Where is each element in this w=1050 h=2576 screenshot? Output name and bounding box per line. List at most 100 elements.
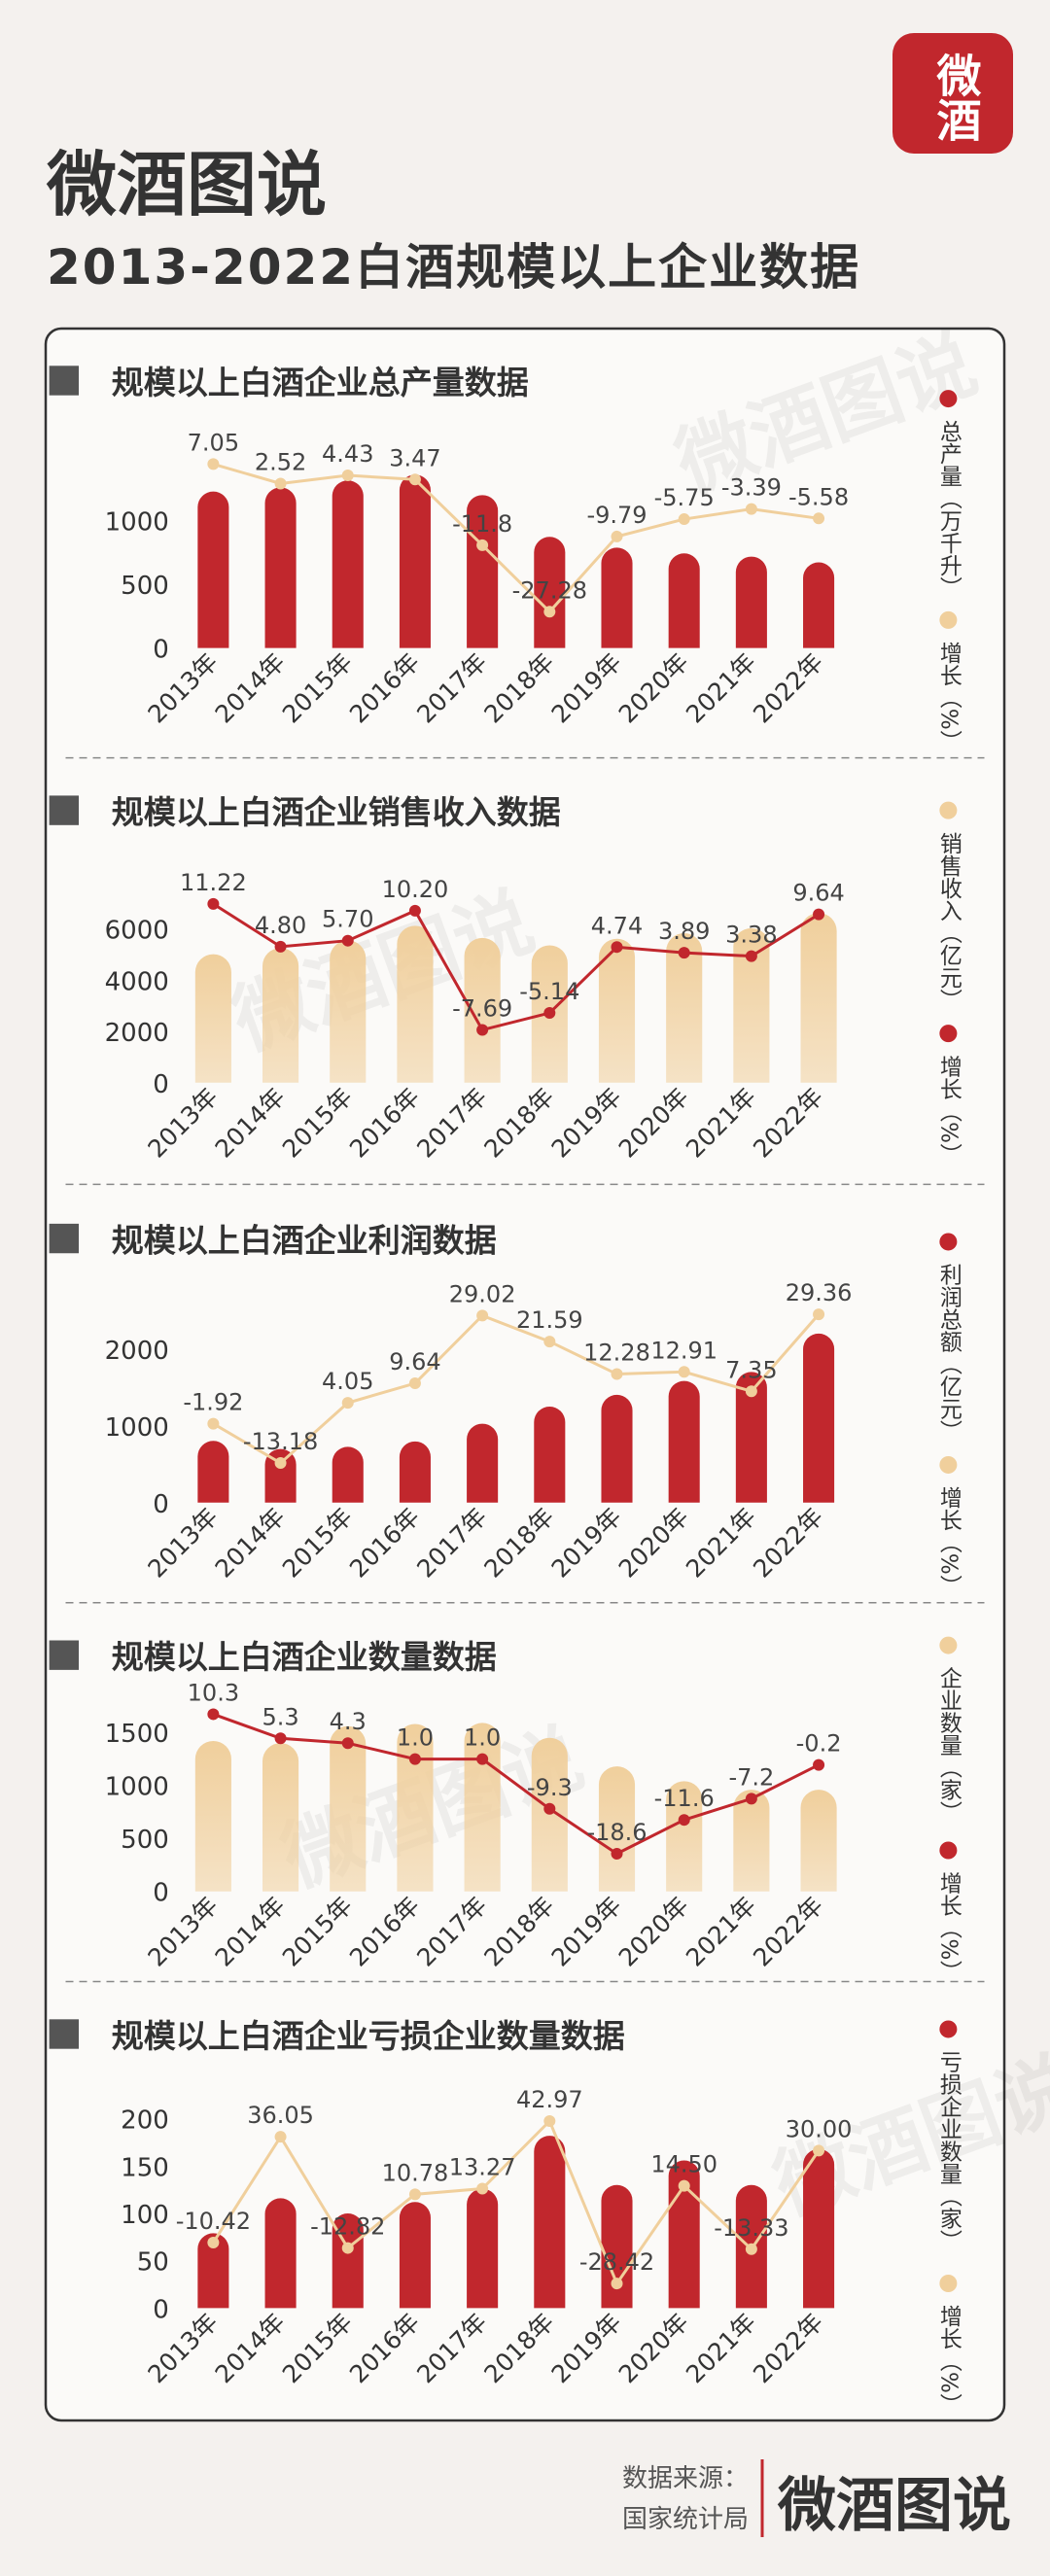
bar (330, 1725, 367, 1892)
growth-point (543, 606, 556, 618)
page-title: 2013-2022白酒规模以上企业数据 (47, 239, 860, 296)
source: 国家统计局 (622, 2505, 749, 2534)
bar (262, 1743, 299, 1892)
growth-point (476, 1753, 489, 1765)
section-marker (49, 1223, 79, 1254)
growth-point (207, 2236, 220, 2248)
bar (601, 1394, 633, 1503)
data-label: 42.97 (516, 2086, 583, 2113)
bar (399, 1441, 431, 1503)
data-label: 4.80 (255, 912, 306, 939)
bar (397, 925, 434, 1083)
data-label: -5.75 (654, 484, 715, 511)
growth-point (408, 904, 421, 917)
chart-title: 规模以上白酒企业销售收入数据 (112, 793, 561, 831)
data-label: -18.6 (586, 1819, 647, 1846)
data-label: 21.59 (516, 1306, 583, 1334)
bar (264, 487, 297, 648)
growth-line (212, 902, 820, 1032)
bar (733, 927, 770, 1083)
growth-point (476, 1309, 489, 1322)
data-label: 3.47 (389, 444, 440, 471)
growth-point (611, 941, 623, 954)
bar (534, 1406, 566, 1503)
bar (399, 474, 431, 648)
growth-point (745, 503, 757, 515)
chart-title: 规模以上白酒企业总产量数据 (112, 364, 529, 401)
data-label: -0.2 (796, 1730, 842, 1758)
y-tick-label: 150 (121, 2153, 169, 2182)
growth-point (678, 1366, 690, 1378)
data-label: -5.58 (788, 483, 849, 510)
brand-logo: 微酒图说 (46, 144, 327, 226)
y-tick-label: 1000 (105, 1773, 169, 1802)
legend-label: 增长（%） (935, 1871, 962, 1982)
bar (534, 537, 566, 648)
legend-dot (939, 1233, 958, 1251)
legend-dot (939, 2275, 958, 2292)
legend-dot (939, 390, 958, 408)
growth-point (274, 2131, 287, 2143)
bar (330, 940, 367, 1083)
data-label: 4.43 (322, 440, 373, 468)
legend-dot (939, 610, 958, 629)
bar (194, 954, 231, 1083)
y-tick-label: 1500 (105, 1720, 169, 1749)
y-tick-label: 500 (121, 572, 169, 601)
badge-box (892, 33, 1013, 154)
legend-label: 销售收入（亿元） (935, 832, 962, 1011)
growth-point (274, 477, 287, 490)
legend-dot (939, 1025, 958, 1043)
growth-point (274, 1732, 287, 1745)
growth-point (408, 1753, 421, 1765)
growth-line (212, 1713, 820, 1856)
bar (467, 1423, 499, 1503)
growth-point (678, 513, 690, 526)
chart-title: 规模以上白酒企业数量数据 (112, 1638, 497, 1676)
growth-point (678, 2179, 690, 2192)
legend-dot (939, 1636, 958, 1654)
bar (598, 1766, 636, 1892)
section-marker (49, 1640, 79, 1670)
growth-point (341, 934, 354, 947)
bar (733, 1790, 770, 1892)
growth-point (611, 1847, 623, 1860)
data-label: 5.70 (322, 906, 373, 933)
legend-label: 增长（%） (935, 1055, 962, 1166)
y-tick-label: 200 (121, 2106, 169, 2136)
growth-point (274, 1457, 287, 1470)
bar (197, 1441, 229, 1503)
growth-point (207, 897, 220, 910)
growth-point (207, 458, 220, 470)
data-label: -11.8 (452, 510, 512, 538)
bar (332, 1446, 364, 1503)
bar (800, 913, 837, 1083)
data-label: 3.38 (725, 922, 777, 949)
growth-point (341, 470, 354, 482)
growth-line (212, 1313, 821, 1465)
data-label: 9.64 (792, 880, 844, 907)
badge-text: 微酒 (930, 52, 983, 142)
bar (735, 556, 767, 648)
y-tick-label: 6000 (105, 917, 169, 946)
data-label: -27.28 (512, 576, 587, 604)
growth-point (611, 530, 623, 542)
bar (735, 1372, 767, 1503)
bar (803, 562, 835, 648)
bar (800, 1790, 837, 1892)
growth-point (207, 1708, 220, 1721)
bar (668, 1380, 700, 1503)
growth-point (678, 947, 690, 959)
data-label: 10.20 (382, 876, 449, 903)
data-label: 14.50 (650, 2151, 718, 2178)
bar (264, 2198, 297, 2309)
growth-point (408, 473, 421, 486)
data-label: -7.69 (452, 995, 512, 1023)
data-label: 12.28 (583, 1340, 650, 1367)
data-label: 2.52 (255, 448, 306, 475)
data-label: -7.2 (728, 1763, 774, 1791)
data-label: -9.79 (586, 502, 647, 529)
growth-point (341, 2242, 354, 2254)
bar (397, 1723, 434, 1892)
